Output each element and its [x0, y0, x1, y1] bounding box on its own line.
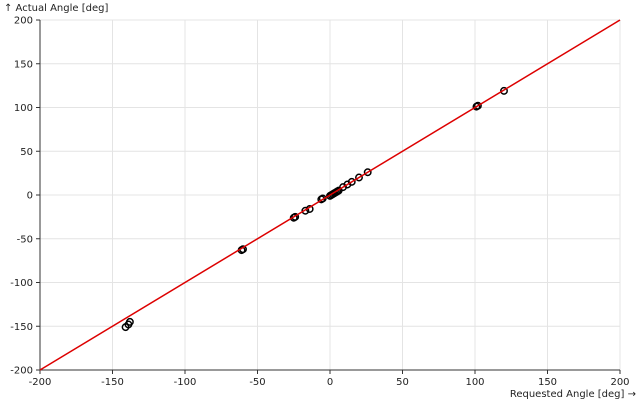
- x-tick-label: 0: [327, 377, 333, 388]
- x-tick-label: -200: [29, 377, 52, 388]
- axes: [36, 19, 621, 374]
- x-axis-label: Requested Angle [deg] →: [510, 389, 636, 400]
- data-point: [500, 86, 508, 95]
- data-point: [363, 168, 372, 177]
- data-point: [291, 212, 300, 221]
- y-tick-label: 150: [14, 59, 33, 70]
- data-point: [355, 173, 363, 182]
- x-tick-label: -50: [249, 377, 265, 388]
- reference-line: [39, 19, 621, 371]
- x-tick-label: -150: [101, 377, 124, 388]
- data-point: [473, 101, 482, 110]
- y-axis-label: ↑ Actual Angle [deg]: [4, 3, 108, 14]
- y-tick-label: -150: [10, 322, 33, 333]
- data-points: [121, 86, 508, 332]
- tick-labels: -200 -150 -100 -50 0 50 100 150 200 -200 -150 -100 -…: [10, 16, 629, 389]
- y-tick-label: -50: [17, 234, 33, 245]
- y-tick-label: 200: [14, 16, 33, 27]
- reference-line-group: [39, 19, 621, 371]
- y-tick-label: 0: [27, 191, 33, 202]
- data-point: [125, 317, 134, 326]
- data-point: [347, 177, 356, 186]
- x-tick-label: 50: [396, 377, 409, 388]
- x-tick-label: -100: [174, 377, 197, 388]
- x-tick-label: 100: [465, 377, 484, 388]
- data-point: [318, 194, 327, 203]
- y-tick-label: 50: [20, 147, 33, 158]
- x-tick-label: 150: [538, 377, 557, 388]
- y-tick-label: 100: [14, 103, 33, 114]
- x-tick-label: 200: [610, 377, 629, 388]
- data-point: [301, 206, 310, 215]
- y-tick-label: -200: [10, 366, 33, 377]
- y-tick-label: -100: [10, 278, 33, 289]
